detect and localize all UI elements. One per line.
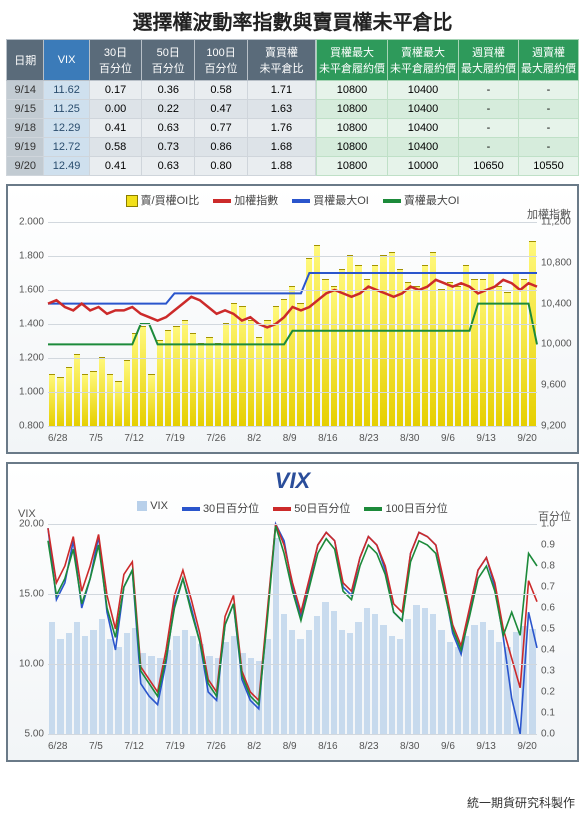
chart1-xticks: 6/287/57/127/197/268/28/98/168/238/309/6… [48, 433, 537, 444]
vix-table: 日期VIX30日百分位50日百分位100日百分位賣買權未平倉比9/1411.62… [6, 39, 316, 176]
oi-table: 買權最大未平倉履約價賣權最大未平倉履約價週買權最大履約價週賣權最大履約價1080… [316, 39, 579, 176]
chart1-plot: 0.8001.0001.2001.4001.6001.8002.0009,200… [48, 222, 537, 426]
chart2-xticks: 6/287/57/127/197/268/28/98/168/238/309/6… [48, 741, 537, 752]
chart2-legend: VIX 30日百分位 50日百分位 100日百分位 [8, 494, 577, 518]
tables: 日期VIX30日百分位50日百分位100日百分位賣買權未平倉比9/1411.62… [0, 39, 585, 176]
footer-credit: 統一期貨研究科製作 [467, 794, 575, 811]
page-title: 選擇權波動率指數與賣買權未平倉比 [0, 0, 585, 39]
chart2-plot: 5.0010.0015.0020.000.00.10.20.30.40.50.6… [48, 524, 537, 734]
chart1-legend: 賣/買權OI比 加權指數 買權最大OI 賣權最大OI [8, 186, 577, 210]
chart-vix: VIX VIX 30日百分位 50日百分位 100日百分位 VIX 百分位 5.… [6, 462, 579, 762]
chart2-title: VIX [8, 464, 577, 494]
chart-oi-ratio: 賣/買權OI比 加權指數 買權最大OI 賣權最大OI 加權指數 0.8001.0… [6, 184, 579, 454]
